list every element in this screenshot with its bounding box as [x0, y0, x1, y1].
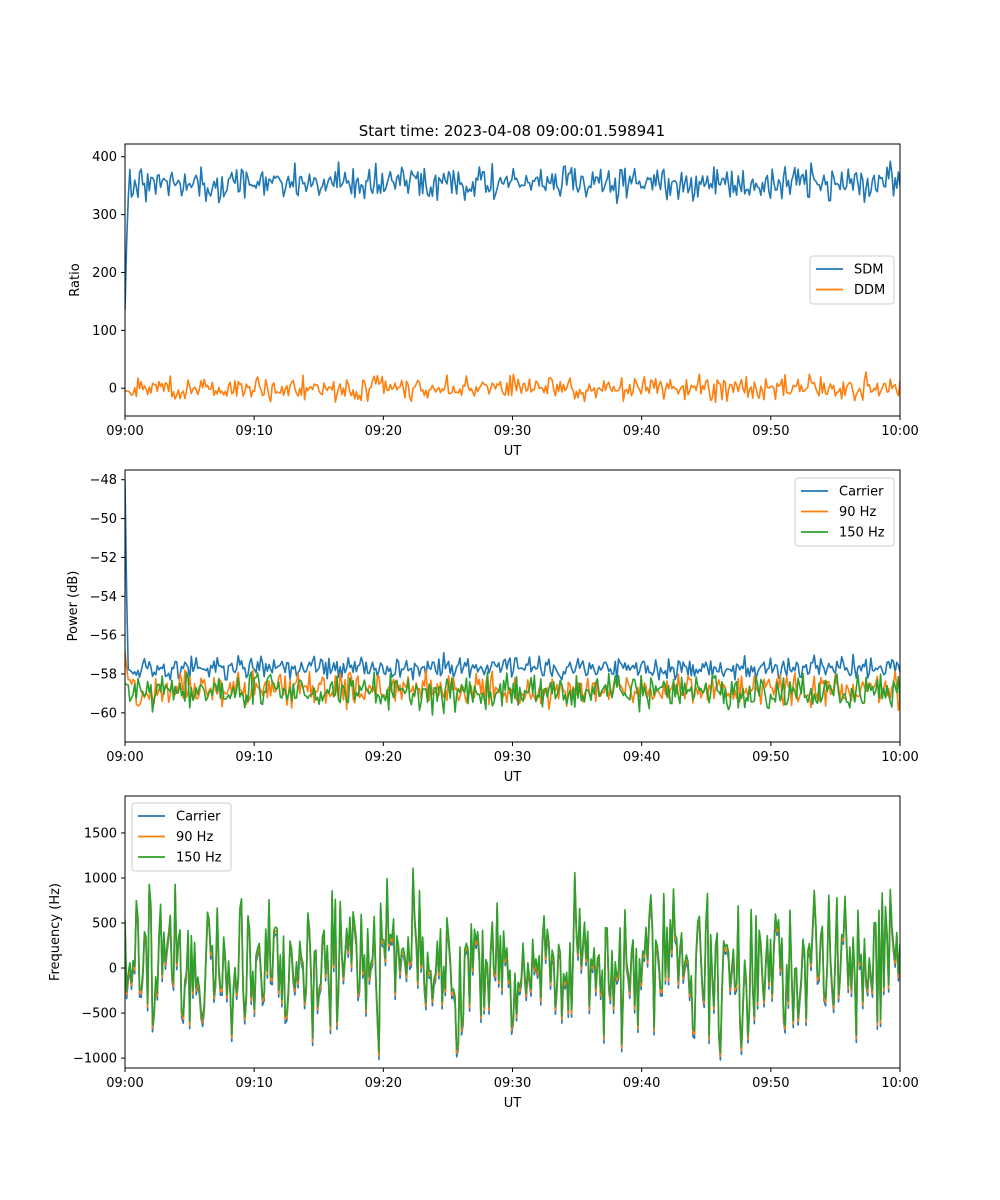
x-tick-label: 10:00 — [881, 424, 918, 439]
x-axis-label: UT — [504, 444, 522, 459]
y-tick-label: 500 — [92, 916, 117, 931]
x-tick-label: 09:50 — [752, 1076, 789, 1091]
series-line-carrier — [125, 479, 900, 681]
x-tick-label: 10:00 — [881, 1076, 918, 1091]
legend-box — [809, 255, 895, 305]
y-tick-label: −58 — [90, 668, 117, 683]
series-line-150-hz — [125, 867, 900, 1054]
legend-entry: SDM — [854, 263, 883, 278]
y-axis-label: Ratio — [68, 263, 83, 296]
power-chart: 09:00 09:10 09:20 09:30 09:40 09:50 10:00 −60 −5… — [66, 469, 919, 785]
series-line-sdm — [125, 160, 900, 311]
y-tick-label: 200 — [92, 266, 117, 281]
y-tick-label: 100 — [92, 324, 117, 339]
legend-box — [794, 477, 895, 547]
x-tick-label: 10:00 — [881, 750, 918, 765]
x-tick-label: 09:00 — [106, 750, 143, 765]
legend-entry: DDM — [854, 283, 885, 298]
y-axis-label: Power (dB) — [66, 571, 81, 642]
legend: Carrier 90 Hz 150 Hz — [794, 477, 895, 547]
y-tick-label: 300 — [92, 208, 117, 223]
frequency-chart: 09:00 09:10 09:20 09:30 09:40 09:50 10:00 −1000… — [48, 795, 919, 1111]
x-tick-label: 09:20 — [365, 750, 402, 765]
legend: SDM DDM — [809, 255, 895, 305]
y-axis-label: Frequency (Hz) — [48, 883, 63, 981]
y-tick-label: 400 — [92, 150, 117, 165]
y-tick-label: 0 — [109, 382, 117, 397]
legend: Carrier 90 Hz 150 Hz — [131, 802, 232, 872]
y-tick-label: −500 — [81, 1007, 117, 1022]
x-tick-label: 09:00 — [106, 424, 143, 439]
series-line-ddm — [125, 371, 900, 404]
x-tick-label: 09:30 — [494, 750, 531, 765]
legend-entry: Carrier — [176, 810, 221, 825]
y-tick-label: −56 — [90, 629, 117, 644]
legend-entry: 90 Hz — [839, 505, 876, 520]
y-tick-label: −50 — [90, 512, 117, 527]
y-tick-label: 1500 — [84, 826, 117, 841]
y-tick-label: −48 — [90, 473, 117, 488]
legend-entry: 150 Hz — [176, 851, 222, 866]
x-tick-label: 09:50 — [752, 750, 789, 765]
y-tick-label: 1000 — [84, 871, 117, 886]
x-tick-label: 09:10 — [235, 750, 272, 765]
x-tick-label: 09:40 — [623, 750, 660, 765]
y-tick-label: −54 — [90, 590, 117, 605]
legend-entry: Carrier — [839, 485, 884, 500]
x-tick-label: 09:40 — [623, 424, 660, 439]
legend-entry: 90 Hz — [176, 830, 213, 845]
x-tick-label: 09:20 — [365, 424, 402, 439]
series-line-150-hz — [125, 671, 900, 716]
figure-title: Start time: 2023-04-08 09:00:01.598941 — [359, 122, 665, 140]
y-tick-label: −1000 — [73, 1052, 117, 1067]
x-tick-label: 09:50 — [752, 424, 789, 439]
x-tick-label: 09:40 — [623, 1076, 660, 1091]
y-tick-label: −60 — [90, 706, 117, 721]
legend-box — [131, 802, 232, 872]
x-tick-label: 09:30 — [494, 1076, 531, 1091]
x-tick-label: 09:10 — [235, 424, 272, 439]
x-axis-label: UT — [504, 770, 522, 785]
legend-entry: 150 Hz — [839, 526, 885, 541]
x-tick-label: 09:10 — [235, 1076, 272, 1091]
x-tick-label: 09:20 — [365, 1076, 402, 1091]
x-tick-label: 09:00 — [106, 1076, 143, 1091]
x-tick-label: 09:30 — [494, 424, 531, 439]
ratio-chart: 09:00 09:10 09:20 09:30 09:40 09:50 10:00 0 100 2… — [68, 143, 919, 459]
y-tick-label: 0 — [109, 962, 117, 977]
y-tick-label: −52 — [90, 551, 117, 566]
x-axis-label: UT — [504, 1096, 522, 1111]
